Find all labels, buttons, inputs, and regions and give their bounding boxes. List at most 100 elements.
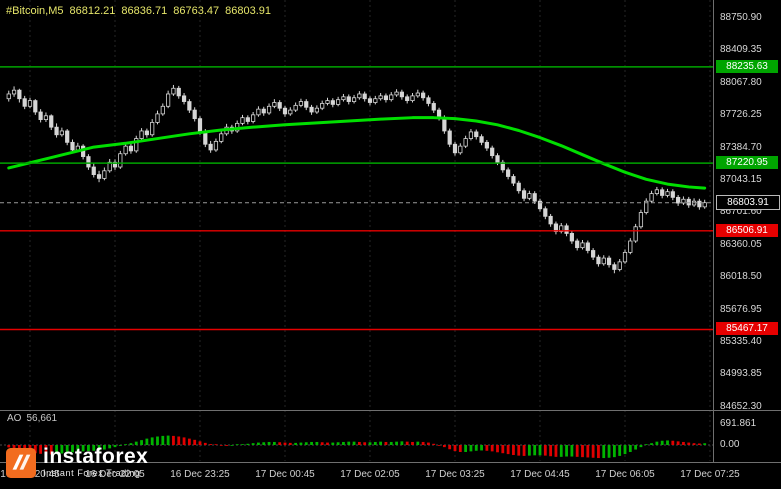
level-price-label[interactable]: 86506.91 — [716, 223, 778, 237]
ao-bar — [97, 445, 101, 451]
ao-bar — [108, 445, 112, 449]
level-price-label[interactable]: 87220.95 — [716, 156, 778, 170]
ao-bar — [634, 445, 638, 450]
level-price-label[interactable]: 85467.17 — [716, 322, 778, 336]
ao-bar — [682, 441, 685, 445]
ao-bar — [442, 445, 446, 448]
candle — [298, 98, 304, 108]
candle — [649, 190, 654, 204]
moving-average-line[interactable] — [7, 116, 707, 190]
candle — [660, 187, 665, 199]
brand-tagline: Instant Forex Trading — [43, 468, 141, 478]
ao-bar — [336, 442, 340, 445]
ao-bar — [278, 442, 282, 445]
ao-bar — [411, 441, 414, 445]
candle — [559, 222, 564, 234]
ao-bar — [405, 441, 409, 445]
candle — [22, 95, 27, 110]
candle — [11, 86, 17, 97]
candle — [553, 221, 559, 235]
ao-bar — [320, 442, 324, 445]
ao-bar — [437, 445, 441, 446]
ao-bar — [225, 445, 228, 446]
price-tick: 86360.05 — [720, 238, 762, 250]
ao-bar — [432, 443, 436, 445]
ao-bar — [618, 445, 622, 456]
ao-bar — [421, 441, 425, 445]
candle — [484, 139, 489, 151]
ao-bar — [559, 445, 563, 457]
ao-bar — [575, 445, 579, 457]
ao-bar — [187, 438, 191, 445]
ao-bar — [283, 442, 287, 445]
candle — [128, 143, 134, 154]
candle — [171, 84, 176, 96]
ao-bar — [644, 444, 648, 445]
price-tick: 88750.90 — [720, 12, 762, 23]
ao-bar — [182, 437, 186, 445]
ao-bar — [193, 439, 197, 445]
ao-bar — [666, 440, 669, 445]
ao-bar — [44, 445, 48, 455]
candle — [293, 102, 298, 112]
ao-bar — [453, 445, 457, 452]
price-tick: 84652.30 — [720, 400, 762, 412]
ao-bar — [554, 445, 558, 457]
candle — [6, 90, 11, 102]
ao-bar — [262, 442, 266, 445]
price-axis[interactable]: 88750.90 88409.35 88067.80 87726.25 87384.70… — [713, 0, 781, 462]
ao-bar — [129, 443, 133, 445]
candle — [697, 198, 702, 210]
candle — [516, 180, 521, 194]
candle — [537, 198, 543, 212]
ao-bar — [140, 440, 143, 445]
ao-bar — [676, 441, 680, 445]
current-price-label[interactable]: 86803.91 — [716, 194, 780, 210]
candle — [654, 186, 659, 196]
candle — [415, 89, 420, 98]
candle — [681, 196, 686, 205]
ao-bar — [692, 443, 696, 445]
level-price-label[interactable]: 88235.63 — [716, 59, 778, 73]
ao-bar — [512, 445, 515, 456]
ao-bar — [304, 442, 308, 445]
ao-bar — [33, 445, 37, 454]
ao-tick: 691.861 — [720, 417, 757, 429]
candle — [81, 144, 86, 160]
ao-bar — [209, 444, 213, 445]
ao-bar — [384, 441, 388, 445]
ao-bar — [671, 440, 675, 445]
symbol-label: #Bitcoin,M5 — [6, 5, 64, 17]
ao-bar — [591, 445, 595, 458]
ao-bar — [60, 445, 64, 454]
candle — [266, 103, 272, 115]
ao-bar — [347, 441, 351, 445]
indicator-panel-separator[interactable] — [0, 410, 781, 411]
ao-bar — [124, 444, 128, 445]
candle — [468, 129, 474, 141]
ao-bar — [538, 445, 542, 456]
time-tick: 16 Dec 22:05 — [85, 469, 145, 480]
candle — [65, 129, 70, 146]
candle — [702, 199, 707, 209]
candle — [160, 103, 165, 116]
ao-bar — [230, 445, 234, 446]
candle — [86, 154, 91, 170]
candle — [309, 104, 314, 115]
ao-bar — [549, 445, 553, 457]
ao-bar — [697, 443, 701, 445]
price-tick: 84993.85 — [720, 368, 762, 380]
candle — [373, 95, 378, 105]
ao-bar — [607, 445, 611, 458]
ao-bar — [166, 435, 170, 445]
candle — [479, 134, 484, 146]
ao-bar — [39, 445, 43, 454]
ao-bar — [496, 445, 499, 453]
candle — [670, 189, 675, 201]
ao-bar — [102, 445, 106, 450]
candle — [378, 93, 383, 101]
close-value: 86803.91 — [225, 5, 272, 17]
candle — [511, 174, 516, 186]
